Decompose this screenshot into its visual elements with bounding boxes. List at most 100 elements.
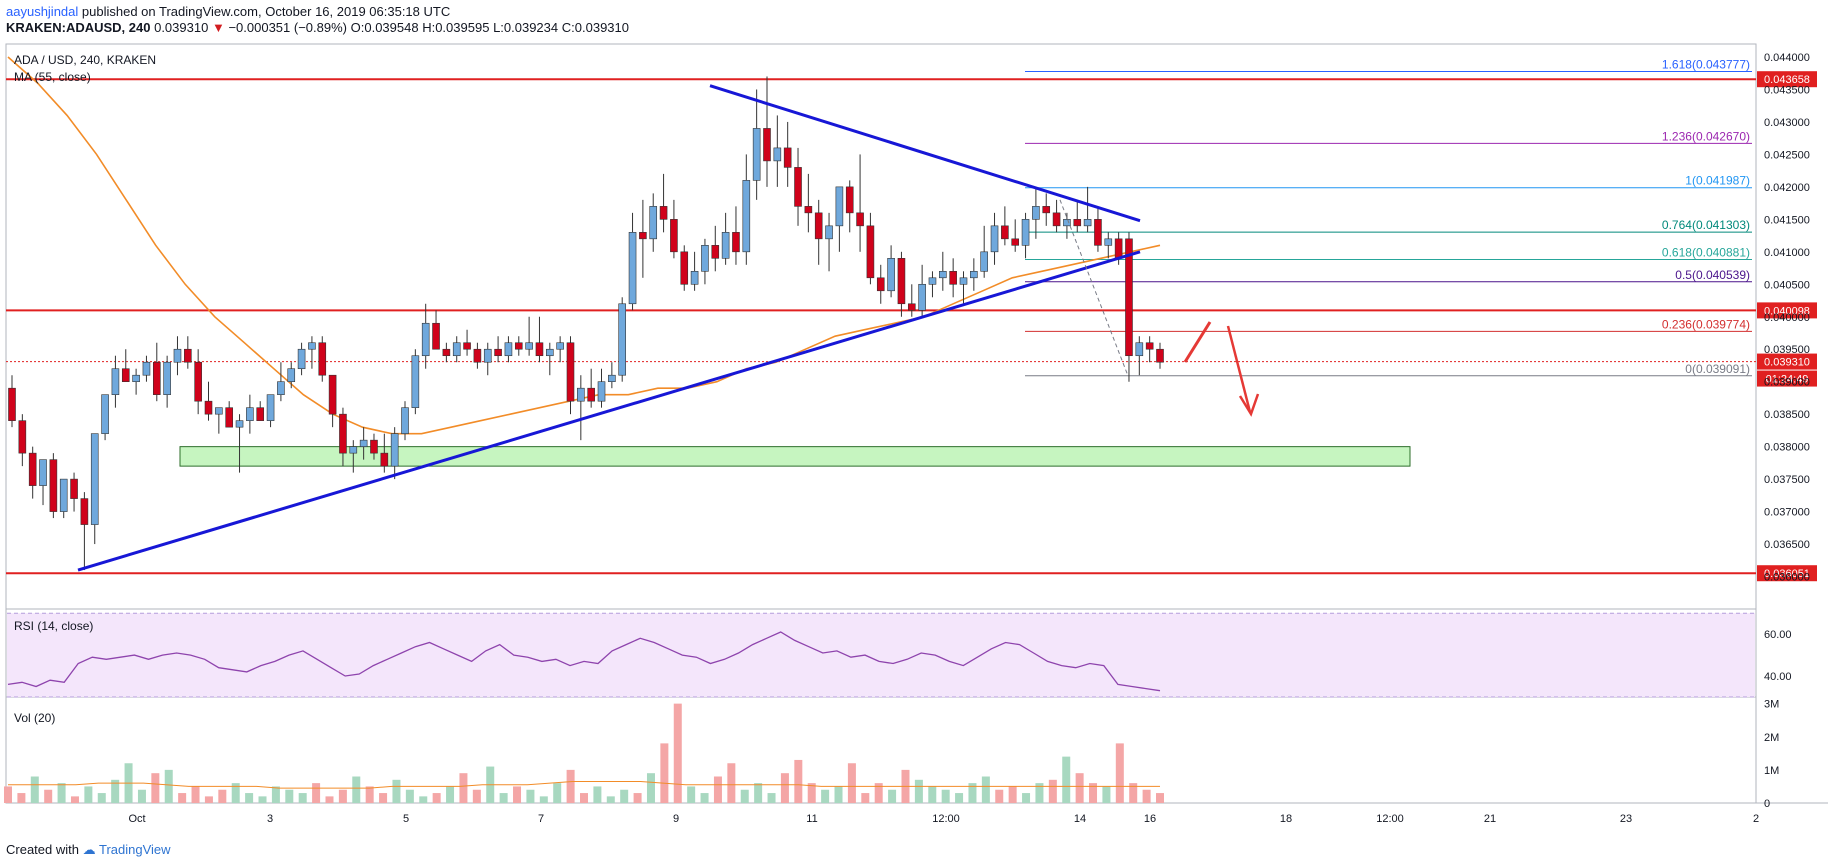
candle (556, 342, 564, 350)
candle (659, 206, 668, 220)
volume-bar (432, 793, 441, 803)
trendline-lower (77, 250, 1141, 572)
candle (990, 225, 999, 253)
volume-bar (593, 786, 602, 803)
volume-pane (4, 703, 1164, 803)
candle (970, 270, 978, 279)
tradingview-logo-icon: ☁ (82, 842, 96, 857)
last-price: 0.039310 (154, 20, 209, 35)
volume-bar (1075, 773, 1084, 803)
price-tick: 0.040000 (1764, 312, 1810, 324)
rsi-tick: 60.00 (1764, 629, 1792, 641)
volume-bar (151, 773, 160, 803)
candle (639, 232, 647, 240)
candle (1083, 219, 1092, 227)
candle (225, 407, 233, 428)
candle (825, 225, 833, 240)
volume-bar (713, 776, 722, 803)
last-price-tag-text: 0.039310 (1764, 357, 1810, 369)
volume-bar (392, 779, 401, 803)
volume-bar (1089, 783, 1098, 803)
volume-tick: 1M (1764, 765, 1779, 777)
volume-tick: 3M (1764, 699, 1779, 711)
volume-bar (325, 796, 334, 803)
volume-bar (44, 789, 53, 803)
candle (380, 452, 389, 467)
volume-bar (84, 786, 93, 803)
candle (463, 342, 471, 350)
candle (1001, 225, 1009, 240)
volume-bar (794, 759, 803, 803)
candle (732, 232, 740, 253)
candle (70, 478, 78, 499)
candle (514, 342, 523, 350)
candle (184, 348, 192, 363)
price-tick: 0.036500 (1764, 539, 1810, 551)
candle (866, 225, 875, 279)
candle (235, 420, 244, 428)
candle (939, 270, 947, 279)
volume-bar (70, 796, 79, 803)
level-tag-text-0: 0.043658 (1764, 74, 1810, 86)
volume-bar (807, 783, 816, 803)
volume-bar (580, 793, 588, 803)
candle (411, 355, 420, 408)
candle (1073, 219, 1082, 227)
candle (59, 478, 68, 512)
candle (101, 394, 109, 434)
candle (628, 232, 637, 305)
volume-bar (405, 789, 414, 803)
candle (701, 245, 709, 272)
volume-bar (1115, 743, 1124, 803)
volume-bar (914, 779, 923, 803)
forecast-up-stroke (1183, 321, 1212, 363)
published-text: published on TradingView.com, October 16… (78, 4, 451, 19)
volume-bar (57, 783, 66, 803)
candle (1156, 348, 1164, 363)
volume-bar (620, 789, 629, 803)
candle (980, 251, 988, 272)
price-tick: 0.041500 (1764, 214, 1810, 226)
price-tick: 0.040500 (1764, 279, 1810, 291)
volume-bar (1142, 789, 1151, 803)
fib-label-2: 1(0.041987) (1685, 174, 1750, 188)
volume-bar (968, 783, 977, 803)
volume-bar (191, 786, 200, 803)
author-link[interactable]: aayushjindal (6, 4, 79, 19)
level-tag-2 (1757, 565, 1817, 582)
forecast-arrowhead (1238, 393, 1260, 417)
candle (452, 342, 461, 357)
candle (597, 381, 606, 402)
rsi-band (7, 613, 1755, 697)
footer-brand-link[interactable]: TradingView (99, 842, 171, 857)
volume-bar (1035, 783, 1044, 803)
candle (618, 303, 626, 376)
candle (1145, 342, 1154, 350)
volume-bar (673, 703, 682, 803)
low-value: L:0.039234 (493, 20, 559, 35)
candle (577, 387, 585, 402)
volume-bar (472, 789, 481, 803)
volume-bar (365, 786, 374, 803)
candle (907, 303, 916, 311)
volume-bar (4, 786, 12, 803)
price-tick: 0.038500 (1764, 409, 1810, 421)
close-value: C:0.039310 (561, 20, 629, 35)
time-tick: 18 (1280, 813, 1292, 825)
volume-bar (888, 789, 897, 803)
price-tick: 0.037500 (1764, 474, 1810, 486)
volume-bar (981, 776, 990, 803)
volume-bar (1129, 783, 1138, 803)
volume-bar (539, 796, 548, 803)
candle (328, 374, 337, 415)
candle (680, 251, 689, 285)
candle (804, 206, 813, 214)
volume-bar (941, 789, 950, 803)
price-tick: 0.039500 (1764, 344, 1810, 356)
candle (215, 407, 223, 415)
candle (1114, 238, 1123, 259)
candle (742, 180, 751, 253)
candle (494, 348, 502, 357)
volume-bar (446, 786, 455, 803)
